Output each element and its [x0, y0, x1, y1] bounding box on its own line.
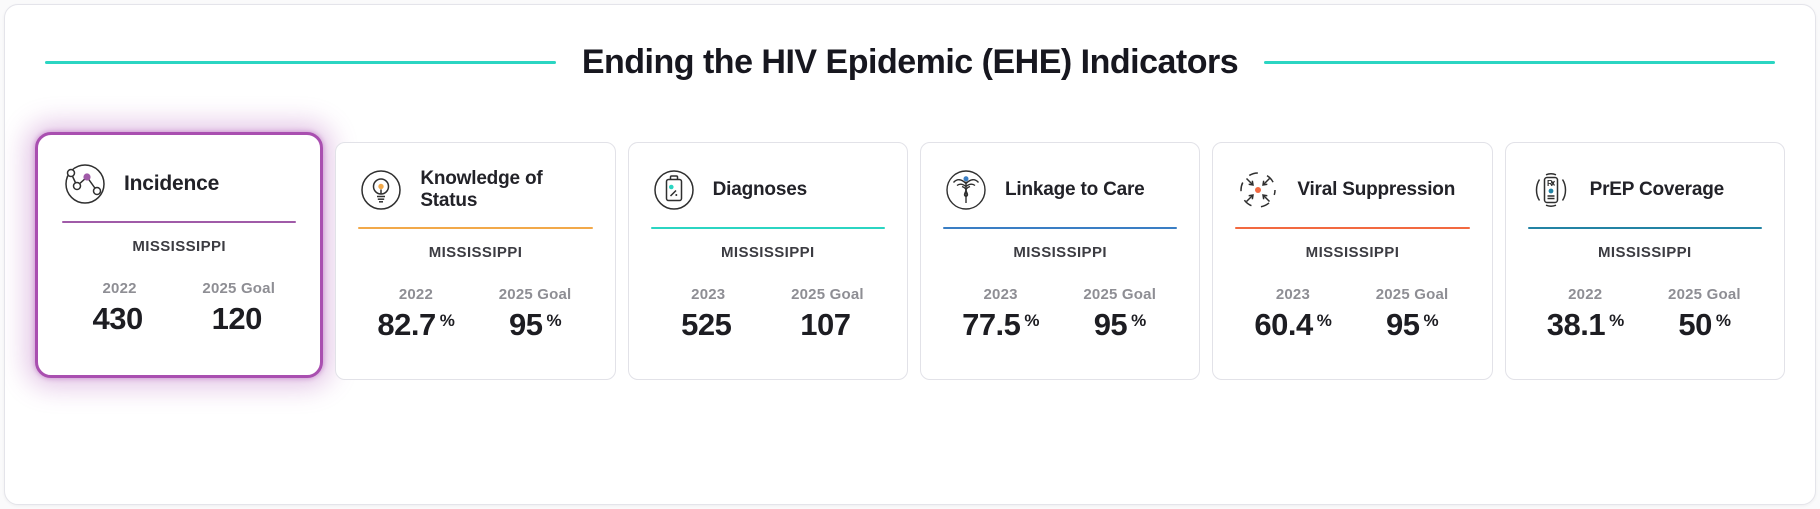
stat-goal-value: 107: [800, 307, 851, 342]
title-divider-right: [1264, 61, 1775, 64]
stat-row: 2022 430 2025 Goal 120: [60, 280, 298, 337]
stat-year-label: 2023: [983, 286, 1018, 303]
stat-goal-label: 2025 Goal: [1668, 286, 1741, 303]
stat-row: 2023 77.5% 2025 Goal 95%: [941, 286, 1179, 343]
converging-arrows-icon: [1233, 165, 1283, 215]
stat-goal-label: 2025 Goal: [498, 286, 572, 303]
title-divider-left: [45, 61, 556, 64]
state-label: MISSISSIPPI: [1598, 244, 1692, 261]
card-header: Diagnoses: [649, 163, 887, 217]
ehe-indicators-panel: Ending the HIV Epidemic (EHE) Indicators…: [4, 4, 1816, 505]
stat-year-label: 2022: [102, 280, 137, 297]
stat-value: 430: [92, 301, 143, 336]
card-accent-underline: [1235, 227, 1470, 229]
card-header: Viral Suppression: [1233, 163, 1471, 217]
state-label: MISSISSIPPI: [428, 244, 523, 261]
state-label: MISSISSIPPI: [1013, 244, 1107, 261]
stat-value: 38.1%: [1546, 307, 1624, 342]
stat-goal-label: 2025 Goal: [1083, 286, 1157, 303]
indicator-card-row: Incidence MISSISSIPPI 2022 430 2025 Goal…: [5, 132, 1815, 380]
stat-goal: 2025 Goal 95%: [1060, 286, 1179, 343]
stat-row: 2023 60.4% 2025 Goal 95%: [1233, 286, 1471, 343]
stat-current: 2022 38.1%: [1526, 286, 1645, 343]
stat-goal-value: 95%: [509, 307, 562, 342]
state-label: MISSISSIPPI: [132, 238, 226, 255]
percent-unit: %: [546, 311, 562, 330]
stat-current: 2023 77.5%: [941, 286, 1060, 343]
card-header: Linkage to Care: [941, 163, 1179, 217]
percent-unit: %: [439, 311, 455, 330]
percent-unit: %: [1609, 311, 1624, 330]
stat-goal-label: 2025 Goal: [202, 280, 276, 297]
stat-goal: 2025 Goal 50%: [1645, 286, 1764, 343]
percent-unit: %: [1715, 311, 1731, 330]
card-title: Knowledge of Status: [420, 167, 543, 211]
stat-current: 2022 82.7%: [356, 286, 475, 343]
stat-year-label: 2023: [1275, 286, 1310, 303]
stat-row: 2023 525 2025 Goal 107: [649, 286, 887, 343]
state-label: MISSISSIPPI: [721, 244, 815, 261]
stat-goal: 2025 Goal 120: [179, 280, 298, 337]
card-accent-underline: [1527, 227, 1762, 229]
stat-year-label: 2022: [1568, 286, 1603, 303]
stat-goal-value: 50%: [1678, 307, 1731, 342]
stat-goal-value: 95%: [1093, 307, 1147, 342]
state-label: MISSISSIPPI: [1305, 244, 1400, 261]
percent-unit: %: [1423, 311, 1439, 330]
stat-current: 2022 430: [60, 280, 179, 337]
percent-unit: %: [1316, 311, 1332, 330]
card-accent-underline: [650, 227, 885, 229]
stat-current: 2023 525: [649, 286, 768, 343]
card-header: R PrEP Coverage: [1526, 163, 1764, 217]
card-accent-underline: [358, 227, 593, 229]
trend-line-icon: [60, 159, 110, 209]
lightbulb-icon: [356, 165, 406, 215]
stat-value: 77.5%: [962, 307, 1040, 342]
card-title: Linkage to Care: [1004, 178, 1145, 200]
ehe-card-prep-coverage[interactable]: R PrEP Coverage MISSISSIPPI 2022 38.1%: [1504, 142, 1785, 380]
card-title: Viral Suppression: [1297, 178, 1456, 200]
ehe-card-diagnoses[interactable]: Diagnoses MISSISSIPPI 2023 525 2025 Goal…: [627, 142, 908, 380]
card-title: Diagnoses: [712, 178, 807, 200]
card-accent-underline: [942, 227, 1178, 229]
ehe-card-incidence[interactable]: Incidence MISSISSIPPI 2022 430 2025 Goal…: [35, 132, 324, 378]
stat-value: 82.7%: [377, 307, 455, 342]
stat-goal: 2025 Goal 95%: [476, 286, 595, 343]
stat-row: 2022 82.7% 2025 Goal 95%: [356, 286, 594, 343]
ehe-card-knowledge-of-status[interactable]: Knowledge of Status MISSISSIPPI 2022 82.…: [335, 142, 616, 380]
stat-year-label: 2023: [691, 286, 726, 303]
card-header: Incidence: [60, 157, 298, 211]
caduceus-icon: [941, 165, 991, 215]
stat-goal: 2025 Goal 107: [768, 286, 887, 343]
stat-goal-value: 120: [211, 301, 263, 336]
stat-goal: 2025 Goal 95%: [1352, 286, 1471, 343]
stat-value: 60.4%: [1254, 307, 1332, 342]
panel-header: Ending the HIV Epidemic (EHE) Indicators: [45, 43, 1775, 82]
card-accent-underline: [62, 221, 297, 223]
card-title: Incidence: [124, 171, 220, 195]
svg-text:R: R: [1547, 179, 1553, 188]
clipboard-icon: [649, 165, 699, 215]
prescription-icon: R: [1526, 165, 1576, 215]
page-title: Ending the HIV Epidemic (EHE) Indicators: [581, 43, 1239, 81]
stat-value: 525: [681, 307, 732, 342]
stat-year-label: 2022: [398, 286, 433, 303]
stat-goal-label: 2025 Goal: [1375, 286, 1449, 303]
ehe-card-linkage-to-care[interactable]: Linkage to Care MISSISSIPPI 2023 77.5% 2…: [919, 142, 1201, 380]
ehe-card-viral-suppression[interactable]: Viral Suppression MISSISSIPPI 2023 60.4%…: [1212, 142, 1493, 380]
stat-goal-label: 2025 Goal: [791, 286, 864, 303]
stat-current: 2023 60.4%: [1233, 286, 1352, 343]
stat-row: 2022 38.1% 2025 Goal 50%: [1526, 286, 1764, 343]
card-header: Knowledge of Status: [356, 163, 594, 217]
stat-goal-value: 95%: [1386, 307, 1439, 342]
card-title: PrEP Coverage: [1589, 178, 1725, 200]
percent-unit: %: [1024, 311, 1040, 330]
percent-unit: %: [1131, 311, 1146, 330]
